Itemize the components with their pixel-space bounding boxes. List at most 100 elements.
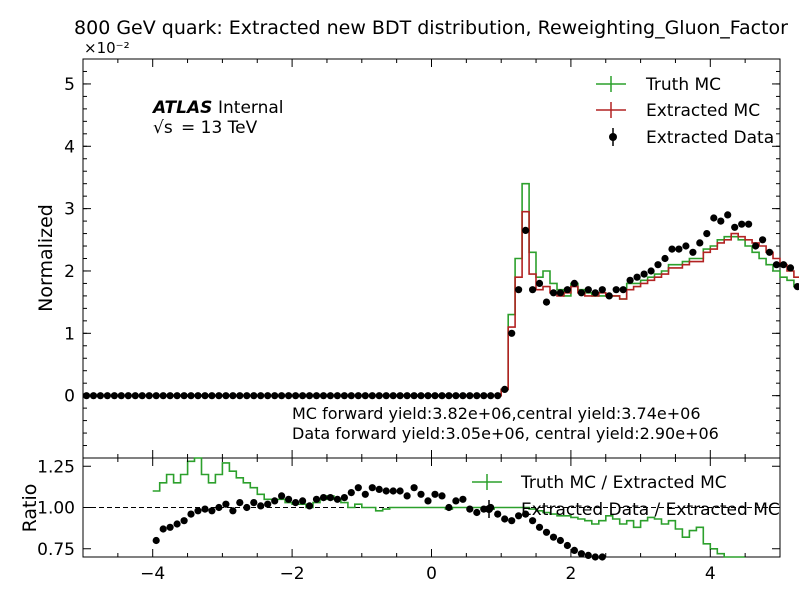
data-point xyxy=(438,392,446,400)
data-point xyxy=(152,536,160,545)
data-point xyxy=(424,497,432,505)
data-point xyxy=(682,242,690,250)
data-point xyxy=(668,245,676,253)
data-point xyxy=(299,497,307,505)
data-point xyxy=(271,392,279,400)
data-point xyxy=(201,392,209,400)
main-ytick-label: 1 xyxy=(64,324,75,344)
data-point xyxy=(166,392,174,400)
data-point xyxy=(626,276,634,284)
data-point xyxy=(222,392,230,400)
data-point xyxy=(333,392,341,400)
legend-label-truth-ratio: Truth MC / Extracted MC xyxy=(520,473,727,493)
y-axis-exponent: ×10⁻² xyxy=(84,39,130,57)
data-point xyxy=(201,505,209,513)
legend-item-extracted-mc: Extracted MC xyxy=(596,101,760,121)
data-point xyxy=(410,392,418,400)
data-point xyxy=(159,525,167,533)
data-point xyxy=(487,392,495,400)
data-point xyxy=(466,392,474,400)
series-extracted-mc xyxy=(83,210,799,397)
data-point xyxy=(124,392,132,400)
ratio-ytick-label: 1.25 xyxy=(37,457,75,477)
data-point xyxy=(689,248,697,256)
data-point xyxy=(368,392,376,400)
data-point xyxy=(417,392,425,400)
data-point xyxy=(236,392,244,400)
data-point xyxy=(424,392,432,400)
data-point xyxy=(570,546,579,555)
atlas-label: ATLAS Internal √s = 13 TeV xyxy=(151,98,284,138)
data-point xyxy=(605,292,613,300)
data-point xyxy=(438,492,446,500)
legend-item-extracted-data: Extracted Data xyxy=(609,128,774,148)
data-point xyxy=(633,273,641,281)
data-point xyxy=(89,392,98,400)
data-point xyxy=(710,214,718,222)
data-point xyxy=(215,392,223,400)
data-point xyxy=(285,392,293,400)
data-point xyxy=(243,392,251,400)
data-point xyxy=(619,286,627,294)
data-point xyxy=(772,261,781,269)
data-point xyxy=(466,505,474,513)
data-point xyxy=(180,392,188,400)
data-point xyxy=(305,502,314,510)
ratio-axes-ticks: 0.75 1.00 1.25 xyxy=(37,457,780,560)
legend-item-data-ratio: Extracted Data / Extracted MC xyxy=(485,500,780,520)
data-point xyxy=(264,500,272,508)
x-axis-ticks: −4 −2 0 2 4 xyxy=(82,458,781,584)
data-point xyxy=(759,236,767,244)
data-point xyxy=(215,503,223,512)
data-point xyxy=(494,510,502,518)
data-point xyxy=(542,298,551,306)
data-point xyxy=(535,523,544,531)
main-ytick-label: 2 xyxy=(64,262,75,282)
data-point xyxy=(208,392,216,400)
data-point xyxy=(529,517,537,525)
data-point xyxy=(542,528,551,536)
atlas-logo-text: ATLAS xyxy=(151,98,212,118)
data-point xyxy=(549,533,558,541)
xtick-label: −2 xyxy=(280,564,305,584)
data-point xyxy=(473,392,481,400)
data-point xyxy=(661,254,669,263)
xtick-label: 0 xyxy=(426,564,437,584)
ratio-ytick-label: 1.00 xyxy=(37,499,75,519)
data-point xyxy=(340,494,348,502)
data-point xyxy=(131,392,139,400)
data-point xyxy=(243,503,251,512)
data-point xyxy=(340,392,348,400)
data-point xyxy=(598,286,606,294)
data-point xyxy=(250,392,258,400)
data-point xyxy=(278,392,286,400)
data-point xyxy=(326,392,334,400)
data-point xyxy=(745,220,753,228)
data-point xyxy=(173,520,181,528)
data-point xyxy=(305,392,314,400)
data-point xyxy=(299,392,307,400)
data-point xyxy=(431,392,439,400)
data-point xyxy=(264,392,272,400)
data-point xyxy=(333,495,341,503)
main-legend: Truth MC Extracted MC Extracted Data xyxy=(596,75,774,148)
data-point xyxy=(577,289,586,297)
data-point xyxy=(222,500,230,508)
data-point xyxy=(257,392,265,400)
data-point xyxy=(403,492,411,500)
data-point xyxy=(278,492,286,500)
data-point xyxy=(445,392,453,400)
data-point xyxy=(354,484,362,492)
data-point xyxy=(347,392,355,400)
data-point xyxy=(459,392,467,400)
legend-item-truth-mc: Truth MC xyxy=(596,75,721,95)
data-point xyxy=(696,239,704,247)
main-panel: 0 1 2 3 4 5 Normalized ×10⁻² ATLAS Internal √… xyxy=(35,39,799,459)
data-point xyxy=(319,392,328,400)
data-point xyxy=(257,502,265,510)
data-point xyxy=(236,499,244,507)
data-point xyxy=(584,286,592,294)
data-point xyxy=(166,523,174,531)
data-point xyxy=(703,230,711,238)
data-point xyxy=(522,510,530,518)
